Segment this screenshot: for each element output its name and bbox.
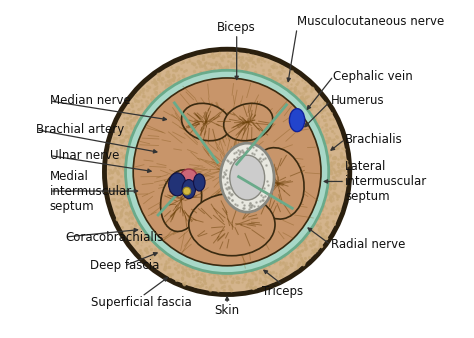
Circle shape	[126, 70, 328, 273]
Text: Lateral
intermuscular
septum: Lateral intermuscular septum	[345, 160, 427, 203]
Text: Musculocutaneous nerve: Musculocutaneous nerve	[297, 15, 444, 28]
Ellipse shape	[161, 170, 201, 232]
Ellipse shape	[230, 155, 264, 200]
Ellipse shape	[224, 103, 273, 141]
Text: Superficial fascia: Superficial fascia	[91, 296, 192, 310]
Circle shape	[183, 187, 191, 195]
Ellipse shape	[220, 143, 274, 212]
Text: Deep fascia: Deep fascia	[90, 259, 159, 272]
Text: Radial nerve: Radial nerve	[330, 238, 405, 251]
Circle shape	[104, 49, 350, 294]
Text: Brachialis: Brachialis	[345, 133, 403, 146]
Text: Skin: Skin	[215, 304, 240, 317]
Text: Cephalic vein: Cephalic vein	[334, 70, 413, 82]
Text: Humerus: Humerus	[330, 94, 384, 107]
Text: Biceps: Biceps	[217, 21, 256, 34]
Circle shape	[133, 78, 321, 266]
Ellipse shape	[182, 179, 195, 199]
Ellipse shape	[193, 174, 205, 191]
Ellipse shape	[290, 108, 305, 131]
Ellipse shape	[250, 148, 304, 219]
Text: Triceps: Triceps	[262, 285, 303, 298]
Text: Ulnar nerve: Ulnar nerve	[50, 149, 119, 162]
Text: Medial
intermuscular
septum: Medial intermuscular septum	[50, 170, 132, 213]
Circle shape	[180, 169, 197, 186]
Ellipse shape	[182, 103, 230, 141]
Text: Median nerve: Median nerve	[50, 94, 130, 107]
Ellipse shape	[169, 173, 186, 196]
Ellipse shape	[189, 193, 275, 256]
Text: Coracobrachialis: Coracobrachialis	[65, 231, 164, 244]
Text: Brachial artery: Brachial artery	[36, 123, 125, 136]
